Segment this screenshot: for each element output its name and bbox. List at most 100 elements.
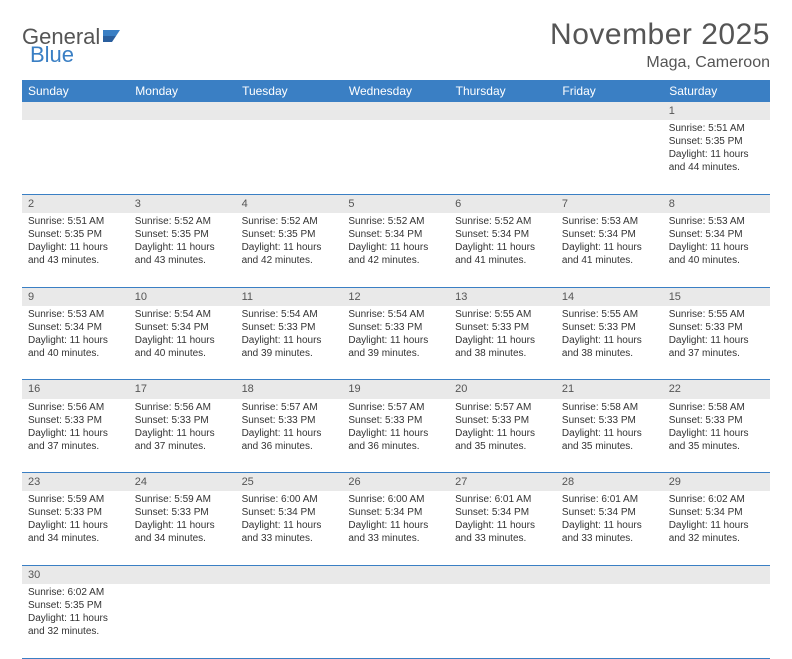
day-cell bbox=[129, 584, 236, 658]
day-cell: Sunrise: 5:59 AMSunset: 5:33 PMDaylight:… bbox=[129, 491, 236, 565]
day-number-cell: 28 bbox=[556, 473, 663, 492]
day-details: Sunrise: 5:59 AMSunset: 5:33 PMDaylight:… bbox=[129, 491, 236, 549]
day-number-cell bbox=[342, 102, 449, 120]
daylight-text: Daylight: 11 hours and 35 minutes. bbox=[562, 427, 657, 453]
daylight-text: Daylight: 11 hours and 37 minutes. bbox=[669, 334, 764, 360]
day-details: Sunrise: 5:54 AMSunset: 5:33 PMDaylight:… bbox=[236, 306, 343, 364]
sunrise-text: Sunrise: 5:55 AM bbox=[455, 308, 550, 321]
day-number-cell: 22 bbox=[663, 380, 770, 399]
daylight-text: Daylight: 11 hours and 39 minutes. bbox=[242, 334, 337, 360]
day-number-cell bbox=[342, 565, 449, 584]
sunrise-text: Sunrise: 5:52 AM bbox=[242, 215, 337, 228]
sunset-text: Sunset: 5:33 PM bbox=[669, 414, 764, 427]
daylight-text: Daylight: 11 hours and 43 minutes. bbox=[28, 241, 123, 267]
day-cell: Sunrise: 5:51 AMSunset: 5:35 PMDaylight:… bbox=[663, 120, 770, 194]
day-number-cell bbox=[449, 565, 556, 584]
daylight-text: Daylight: 11 hours and 36 minutes. bbox=[348, 427, 443, 453]
day-details: Sunrise: 5:59 AMSunset: 5:33 PMDaylight:… bbox=[22, 491, 129, 549]
day-details: Sunrise: 5:52 AMSunset: 5:34 PMDaylight:… bbox=[449, 213, 556, 271]
day-details: Sunrise: 5:54 AMSunset: 5:34 PMDaylight:… bbox=[129, 306, 236, 364]
sunset-text: Sunset: 5:34 PM bbox=[455, 506, 550, 519]
day-number-cell: 16 bbox=[22, 380, 129, 399]
daylight-text: Daylight: 11 hours and 33 minutes. bbox=[455, 519, 550, 545]
day-number-cell: 9 bbox=[22, 287, 129, 306]
day-details: Sunrise: 5:55 AMSunset: 5:33 PMDaylight:… bbox=[449, 306, 556, 364]
location: Maga, Cameroon bbox=[550, 54, 770, 72]
day-number-cell: 13 bbox=[449, 287, 556, 306]
day-cell bbox=[236, 584, 343, 658]
flag-icon bbox=[102, 28, 124, 46]
daylight-text: Daylight: 11 hours and 41 minutes. bbox=[455, 241, 550, 267]
daylight-text: Daylight: 11 hours and 40 minutes. bbox=[28, 334, 123, 360]
daylight-text: Daylight: 11 hours and 34 minutes. bbox=[135, 519, 230, 545]
day-details: Sunrise: 5:55 AMSunset: 5:33 PMDaylight:… bbox=[556, 306, 663, 364]
day-details: Sunrise: 5:58 AMSunset: 5:33 PMDaylight:… bbox=[663, 399, 770, 457]
sunset-text: Sunset: 5:33 PM bbox=[455, 321, 550, 334]
day-number-cell bbox=[663, 565, 770, 584]
day-details: Sunrise: 5:52 AMSunset: 5:35 PMDaylight:… bbox=[129, 213, 236, 271]
sunrise-text: Sunrise: 5:52 AM bbox=[348, 215, 443, 228]
sunrise-text: Sunrise: 5:55 AM bbox=[669, 308, 764, 321]
sunset-text: Sunset: 5:33 PM bbox=[28, 506, 123, 519]
day-cell bbox=[342, 120, 449, 194]
sunset-text: Sunset: 5:35 PM bbox=[135, 228, 230, 241]
daynum-row: 23242526272829 bbox=[22, 473, 770, 492]
day-number-cell: 23 bbox=[22, 473, 129, 492]
day-cell bbox=[556, 120, 663, 194]
day-details: Sunrise: 5:53 AMSunset: 5:34 PMDaylight:… bbox=[556, 213, 663, 271]
day-cell: Sunrise: 5:52 AMSunset: 5:34 PMDaylight:… bbox=[449, 213, 556, 287]
daylight-text: Daylight: 11 hours and 39 minutes. bbox=[348, 334, 443, 360]
day-cell: Sunrise: 5:55 AMSunset: 5:33 PMDaylight:… bbox=[556, 306, 663, 380]
day-details: Sunrise: 6:00 AMSunset: 5:34 PMDaylight:… bbox=[236, 491, 343, 549]
day-cell bbox=[449, 584, 556, 658]
sunrise-text: Sunrise: 5:54 AM bbox=[135, 308, 230, 321]
day-cell: Sunrise: 5:54 AMSunset: 5:34 PMDaylight:… bbox=[129, 306, 236, 380]
weekday-header: Wednesday bbox=[342, 80, 449, 102]
sunset-text: Sunset: 5:34 PM bbox=[669, 506, 764, 519]
day-number-cell: 18 bbox=[236, 380, 343, 399]
sunrise-text: Sunrise: 6:01 AM bbox=[455, 493, 550, 506]
weekday-header: Friday bbox=[556, 80, 663, 102]
day-cell bbox=[129, 120, 236, 194]
day-cell: Sunrise: 5:56 AMSunset: 5:33 PMDaylight:… bbox=[129, 399, 236, 473]
daylight-text: Daylight: 11 hours and 36 minutes. bbox=[242, 427, 337, 453]
sunrise-text: Sunrise: 5:52 AM bbox=[455, 215, 550, 228]
day-details: Sunrise: 5:53 AMSunset: 5:34 PMDaylight:… bbox=[22, 306, 129, 364]
weekday-header: Monday bbox=[129, 80, 236, 102]
day-cell bbox=[663, 584, 770, 658]
sunset-text: Sunset: 5:35 PM bbox=[28, 599, 123, 612]
sunset-text: Sunset: 5:34 PM bbox=[348, 506, 443, 519]
sunset-text: Sunset: 5:34 PM bbox=[348, 228, 443, 241]
sunset-text: Sunset: 5:34 PM bbox=[669, 228, 764, 241]
sunrise-text: Sunrise: 5:52 AM bbox=[135, 215, 230, 228]
day-cell: Sunrise: 6:02 AMSunset: 5:35 PMDaylight:… bbox=[22, 584, 129, 658]
daylight-text: Daylight: 11 hours and 40 minutes. bbox=[669, 241, 764, 267]
month-title: November 2025 bbox=[550, 18, 770, 52]
day-cell bbox=[556, 584, 663, 658]
week-row: Sunrise: 6:02 AMSunset: 5:35 PMDaylight:… bbox=[22, 584, 770, 658]
day-details: Sunrise: 5:56 AMSunset: 5:33 PMDaylight:… bbox=[129, 399, 236, 457]
sunrise-text: Sunrise: 5:51 AM bbox=[28, 215, 123, 228]
day-number-cell bbox=[129, 565, 236, 584]
daylight-text: Daylight: 11 hours and 38 minutes. bbox=[562, 334, 657, 360]
day-number-cell: 19 bbox=[342, 380, 449, 399]
day-cell: Sunrise: 5:57 AMSunset: 5:33 PMDaylight:… bbox=[449, 399, 556, 473]
daylight-text: Daylight: 11 hours and 43 minutes. bbox=[135, 241, 230, 267]
day-number-cell: 2 bbox=[22, 194, 129, 213]
day-cell: Sunrise: 5:53 AMSunset: 5:34 PMDaylight:… bbox=[556, 213, 663, 287]
sunrise-text: Sunrise: 5:57 AM bbox=[348, 401, 443, 414]
sunset-text: Sunset: 5:34 PM bbox=[455, 228, 550, 241]
weekday-header-row: SundayMondayTuesdayWednesdayThursdayFrid… bbox=[22, 80, 770, 102]
sunrise-text: Sunrise: 5:53 AM bbox=[669, 215, 764, 228]
daylight-text: Daylight: 11 hours and 33 minutes. bbox=[348, 519, 443, 545]
day-cell: Sunrise: 5:59 AMSunset: 5:33 PMDaylight:… bbox=[22, 491, 129, 565]
sunrise-text: Sunrise: 6:01 AM bbox=[562, 493, 657, 506]
sunset-text: Sunset: 5:33 PM bbox=[242, 414, 337, 427]
day-details: Sunrise: 5:57 AMSunset: 5:33 PMDaylight:… bbox=[449, 399, 556, 457]
day-cell: Sunrise: 5:51 AMSunset: 5:35 PMDaylight:… bbox=[22, 213, 129, 287]
day-details: Sunrise: 5:56 AMSunset: 5:33 PMDaylight:… bbox=[22, 399, 129, 457]
daylight-text: Daylight: 11 hours and 34 minutes. bbox=[28, 519, 123, 545]
sunset-text: Sunset: 5:34 PM bbox=[242, 506, 337, 519]
week-row: Sunrise: 5:51 AMSunset: 5:35 PMDaylight:… bbox=[22, 120, 770, 194]
day-number-cell: 29 bbox=[663, 473, 770, 492]
